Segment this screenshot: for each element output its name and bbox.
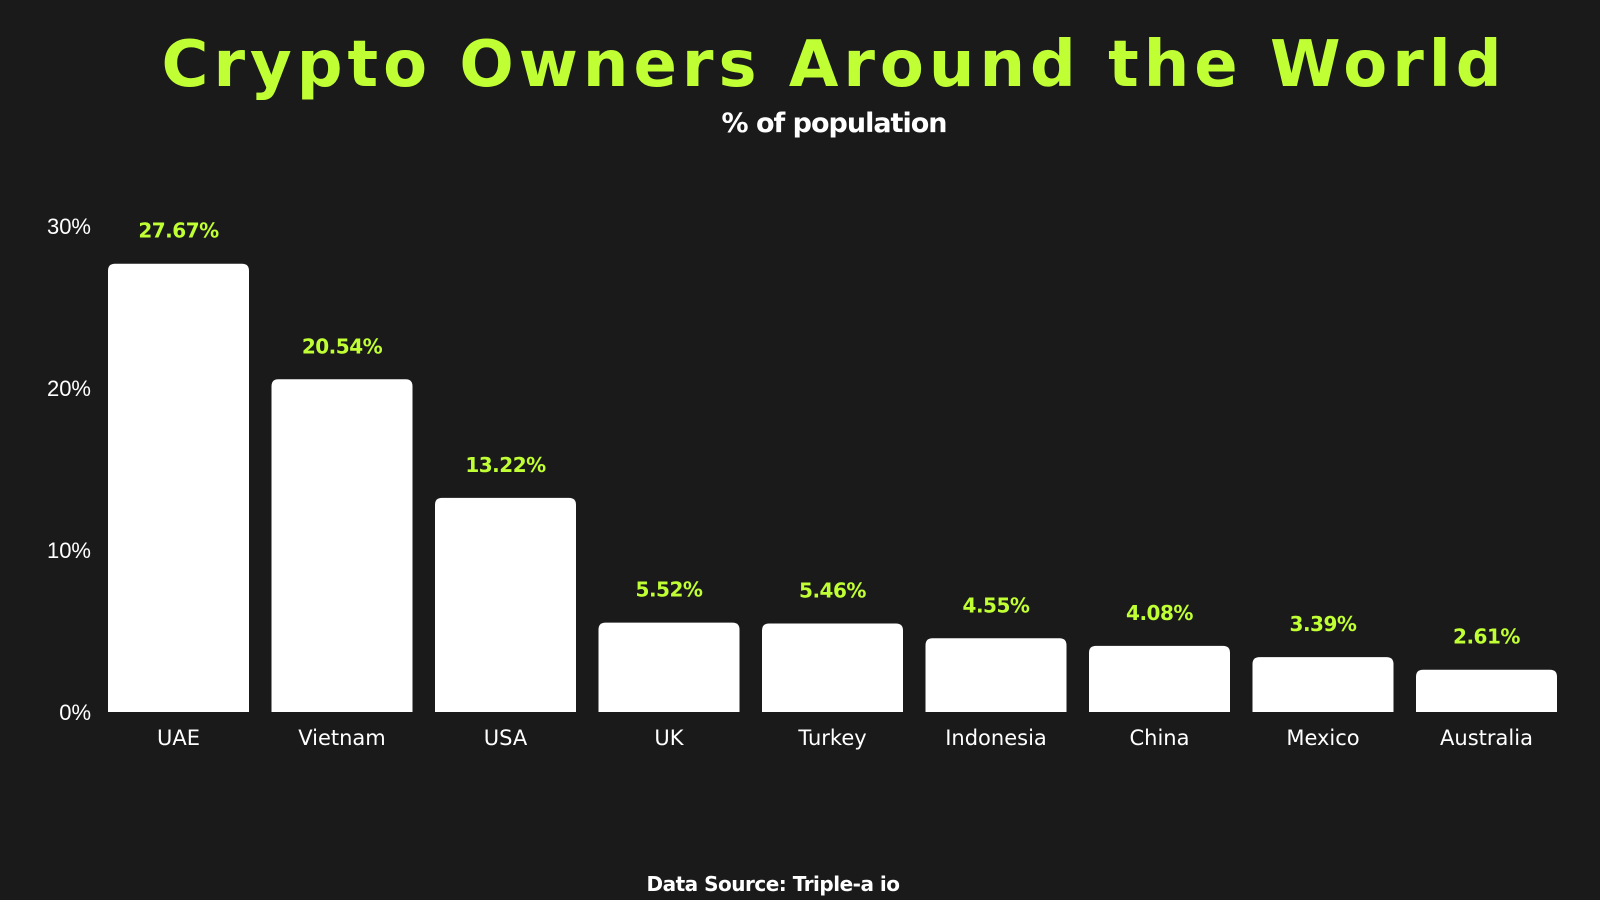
x-tick-label-mexico: Mexico [1286, 726, 1359, 750]
x-tick-label-usa: USA [484, 726, 528, 750]
bar-australia [1416, 669, 1557, 712]
y-tick-label: 0% [59, 700, 91, 725]
chart-title: Crypto Owners Around the World [161, 28, 1507, 102]
data-label-uk: 5.52% [636, 578, 703, 602]
bar-china [1089, 645, 1230, 712]
data-label-mexico: 3.39% [1290, 612, 1357, 636]
y-tick-label: 10% [47, 538, 91, 563]
x-tick-label-australia: Australia [1440, 726, 1533, 750]
x-tick-label-indonesia: Indonesia [945, 726, 1047, 750]
x-tick-label-uk: UK [654, 726, 684, 750]
data-label-australia: 2.61% [1453, 625, 1520, 649]
bar-turkey [762, 623, 903, 712]
bar-usa [435, 497, 576, 712]
x-tick-label-china: China [1130, 726, 1190, 750]
bar-vietnam [271, 379, 413, 712]
y-axis: 0% 10% 20% 30% [47, 214, 91, 725]
bar-indonesia [925, 638, 1067, 712]
bar-uae [108, 263, 249, 712]
x-axis: UAE Vietnam USA UK Turkey Indonesia China Mexic… [157, 726, 1533, 750]
y-tick-label: 30% [47, 214, 91, 239]
chart-subtitle: % of population [721, 108, 948, 139]
bars [108, 263, 1557, 712]
data-labels: 27.67% 20.54% 13.22% 5.52% 5.46% 4.55% 4.08% 3.… [138, 219, 1521, 649]
data-label-indonesia: 4.55% [963, 593, 1030, 617]
data-label-turkey: 5.46% [799, 579, 866, 603]
data-label-uae: 27.67% [138, 219, 219, 243]
x-tick-label-turkey: Turkey [797, 726, 866, 750]
data-source: Data Source: Triple-a io [646, 872, 901, 896]
bar-mexico [1252, 657, 1394, 712]
data-label-china: 4.08% [1126, 601, 1193, 625]
data-label-vietnam: 20.54% [302, 334, 383, 358]
y-tick-label: 20% [47, 376, 91, 401]
x-tick-label-vietnam: Vietnam [298, 726, 386, 750]
bar-uk [598, 622, 740, 712]
data-label-usa: 13.22% [465, 453, 546, 477]
x-tick-label-uae: UAE [157, 726, 200, 750]
